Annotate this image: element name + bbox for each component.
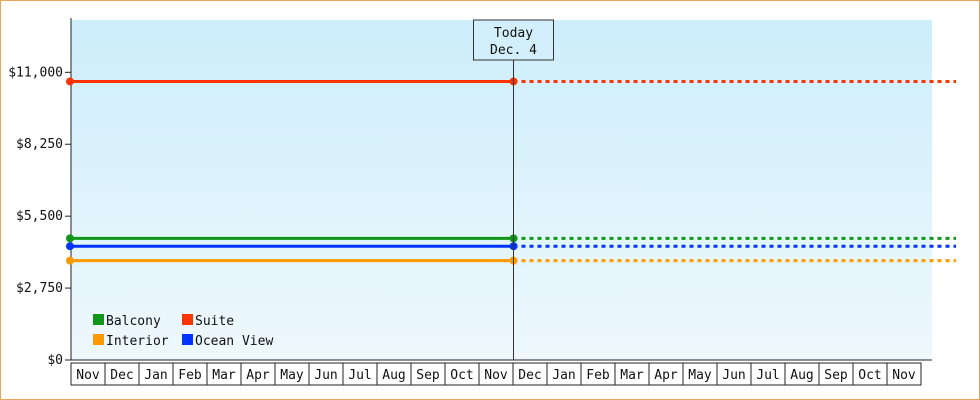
x-axis: Nov Dec Jan Feb Mar Apr May Jun Jul Aug Sep Oct Nov D… bbox=[70, 359, 932, 386]
month-label: Jan bbox=[552, 368, 575, 383]
month-label: Nov bbox=[484, 368, 508, 383]
month-label: May bbox=[280, 368, 304, 383]
y-tick-label: $2,750 bbox=[16, 281, 63, 296]
month-label: Oct bbox=[450, 368, 473, 383]
month-label: Dec bbox=[518, 368, 541, 383]
y-tick-label: $8,250 bbox=[16, 137, 63, 152]
month-label: Sep bbox=[824, 368, 848, 383]
month-label: Apr bbox=[246, 368, 270, 383]
today-label: Today bbox=[494, 26, 533, 41]
legend: Balcony Suite Interior Ocean View bbox=[93, 314, 273, 349]
plot-background bbox=[71, 20, 932, 360]
month-label: Sep bbox=[416, 368, 440, 383]
legend-label: Balcony bbox=[106, 314, 161, 329]
month-label: Aug bbox=[790, 368, 813, 383]
legend-label: Ocean View bbox=[195, 334, 273, 349]
y-tick-label: $11,000 bbox=[8, 65, 63, 80]
today-marker: Today Dec. 4 bbox=[473, 19, 554, 360]
month-label: Dec bbox=[110, 368, 133, 383]
month-label: May bbox=[688, 368, 712, 383]
month-label: Mar bbox=[212, 368, 236, 383]
month-label: Feb bbox=[586, 368, 610, 383]
y-axis: $0 $2,750 $5,500 $8,250 $11,000 bbox=[8, 18, 72, 368]
legend-swatch bbox=[93, 334, 104, 345]
month-label: Jun bbox=[314, 368, 337, 383]
legend-label: Suite bbox=[195, 314, 234, 329]
series-start-point bbox=[66, 234, 74, 243]
series-lines bbox=[66, 77, 956, 265]
today-date: Dec. 4 bbox=[490, 43, 537, 58]
month-cell bbox=[886, 362, 922, 386]
month-label: Oct bbox=[858, 368, 881, 383]
y-tick-label: $0 bbox=[47, 353, 63, 368]
y-tick-label: $5,500 bbox=[16, 209, 63, 224]
month-label: Mar bbox=[620, 368, 644, 383]
month-label: Jul bbox=[348, 368, 371, 383]
legend-label: Interior bbox=[106, 334, 169, 349]
month-label: Jul bbox=[756, 368, 779, 383]
series-start-point bbox=[66, 77, 74, 86]
today-box bbox=[473, 19, 554, 61]
series-start-point bbox=[66, 256, 74, 265]
legend-swatch bbox=[182, 314, 193, 325]
month-label: Jan bbox=[144, 368, 167, 383]
month-label: Nov bbox=[76, 368, 100, 383]
series-start-point bbox=[66, 242, 74, 251]
legend-swatch bbox=[93, 314, 104, 325]
month-label: Nov bbox=[892, 368, 916, 383]
month-label: Aug bbox=[382, 368, 405, 383]
month-label: Feb bbox=[178, 368, 202, 383]
month-label: Apr bbox=[654, 368, 678, 383]
month-label: Jun bbox=[722, 368, 745, 383]
legend-swatch bbox=[182, 334, 193, 345]
